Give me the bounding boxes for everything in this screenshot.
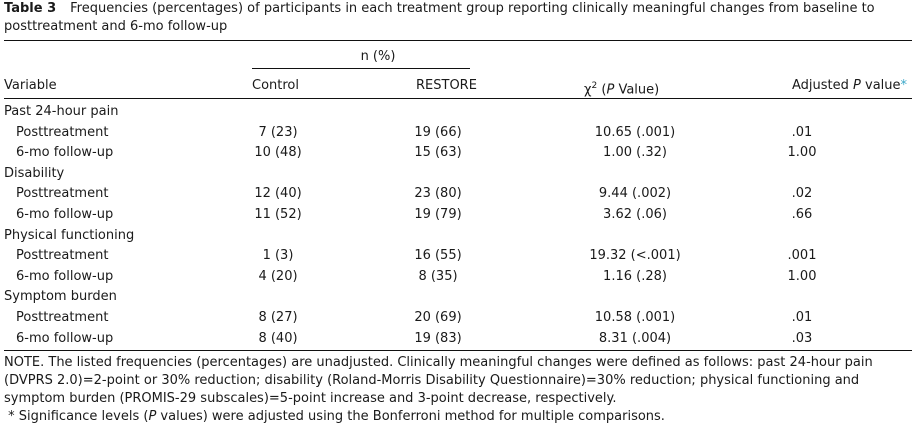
- col-header-control: Control: [252, 78, 299, 93]
- adj-p: P: [853, 78, 861, 93]
- cell-adjusted-p: .03: [791, 331, 813, 346]
- cell-chi-square: 1.16 (.28): [603, 269, 667, 284]
- cell-restore: 19 (66): [414, 125, 462, 140]
- cell-chi-square: 9.44 (.002): [598, 186, 672, 201]
- cell-control: 10 (48): [254, 145, 302, 160]
- chi-open: (: [597, 82, 607, 98]
- group-label: Past 24-hour pain: [4, 104, 119, 119]
- bottom-rule: [4, 350, 912, 351]
- adj-footnote-mark: *: [900, 78, 908, 93]
- row-label: Posttreatment: [16, 125, 109, 140]
- table-label: Table 3: [4, 1, 57, 16]
- chi-p: P: [606, 82, 615, 98]
- cell-adjusted-p: .02: [791, 186, 813, 201]
- group-label: Disability: [4, 166, 65, 181]
- cell-control: 8 (27): [258, 310, 298, 325]
- footer-note: NOTE. The listed frequencies (percentage…: [4, 355, 873, 406]
- cell-control: 12 (40): [254, 186, 302, 201]
- cell-adjusted-p: .001: [787, 248, 817, 263]
- cell-control: 4 (20): [258, 269, 298, 284]
- row-label: Posttreatment: [16, 310, 109, 325]
- table-footer: NOTE. The listed frequencies (percentage…: [4, 354, 912, 426]
- footer-sig-p: P: [148, 409, 157, 424]
- cell-control: 7 (23): [258, 125, 298, 140]
- cell-restore: 19 (79): [414, 207, 462, 222]
- footer-sig-b: values) were adjusted using the Bonferro…: [156, 409, 665, 424]
- adj-suffix: value: [860, 78, 901, 93]
- cell-restore: 15 (63): [414, 145, 462, 160]
- row-label: 6-mo follow-up: [16, 269, 114, 284]
- cell-control: 1 (3): [262, 248, 294, 263]
- top-rule: [4, 40, 912, 41]
- col-header-adjusted: Adjusted P value*: [792, 77, 907, 95]
- header-rule: [4, 98, 912, 99]
- group-underline: [252, 68, 470, 69]
- cell-adjusted-p: .66: [791, 207, 813, 222]
- cell-control: 8 (40): [258, 331, 298, 346]
- group-header: n (%): [360, 49, 396, 64]
- cell-chi-square: 3.62 (.06): [603, 207, 667, 222]
- cell-chi-square: 10.65 (.001): [594, 125, 676, 140]
- cell-restore: 19 (83): [414, 331, 462, 346]
- cell-restore: 23 (80): [414, 186, 462, 201]
- col-header-chi-square: χ2 (P Value): [584, 77, 659, 99]
- table-caption: Table 3 Frequencies (percentages) of part…: [4, 0, 912, 36]
- row-label: Posttreatment: [16, 248, 109, 263]
- row-label: 6-mo follow-up: [16, 207, 114, 222]
- cell-restore: 20 (69): [414, 310, 462, 325]
- caption-text: Frequencies (percentages) of participant…: [4, 1, 875, 34]
- cell-adjusted-p: .01: [791, 125, 813, 140]
- cell-chi-square: 8.31 (.004): [598, 331, 672, 346]
- cell-chi-square: 19.32 (<.001): [589, 248, 681, 263]
- cell-restore: 8 (35): [418, 269, 458, 284]
- cell-adjusted-p: 1.00: [787, 145, 817, 160]
- group-label: Symptom burden: [4, 289, 117, 304]
- row-label: 6-mo follow-up: [16, 331, 114, 346]
- cell-adjusted-p: .01: [791, 310, 813, 325]
- chi-symbol: χ: [584, 82, 592, 98]
- adj-prefix: Adjusted: [792, 78, 854, 93]
- col-header-restore: RESTORE: [416, 78, 477, 93]
- cell-control: 11 (52): [254, 207, 302, 222]
- cell-chi-square: 1.00 (.32): [603, 145, 667, 160]
- cell-chi-square: 10.58 (.001): [594, 310, 676, 325]
- group-label: Physical functioning: [4, 228, 135, 243]
- row-label: 6-mo follow-up: [16, 145, 114, 160]
- chi-close: Value): [614, 82, 660, 98]
- row-label: Posttreatment: [16, 186, 109, 201]
- col-header-variable: Variable: [4, 78, 57, 93]
- footer-star: *: [8, 409, 15, 424]
- chi-superscript: 2: [591, 81, 598, 91]
- cell-adjusted-p: 1.00: [787, 269, 817, 284]
- footer-sig-a: Significance levels (: [14, 409, 149, 424]
- footer-significance: * Significance levels (P values) were ad…: [4, 408, 912, 426]
- cell-restore: 16 (55): [414, 248, 462, 263]
